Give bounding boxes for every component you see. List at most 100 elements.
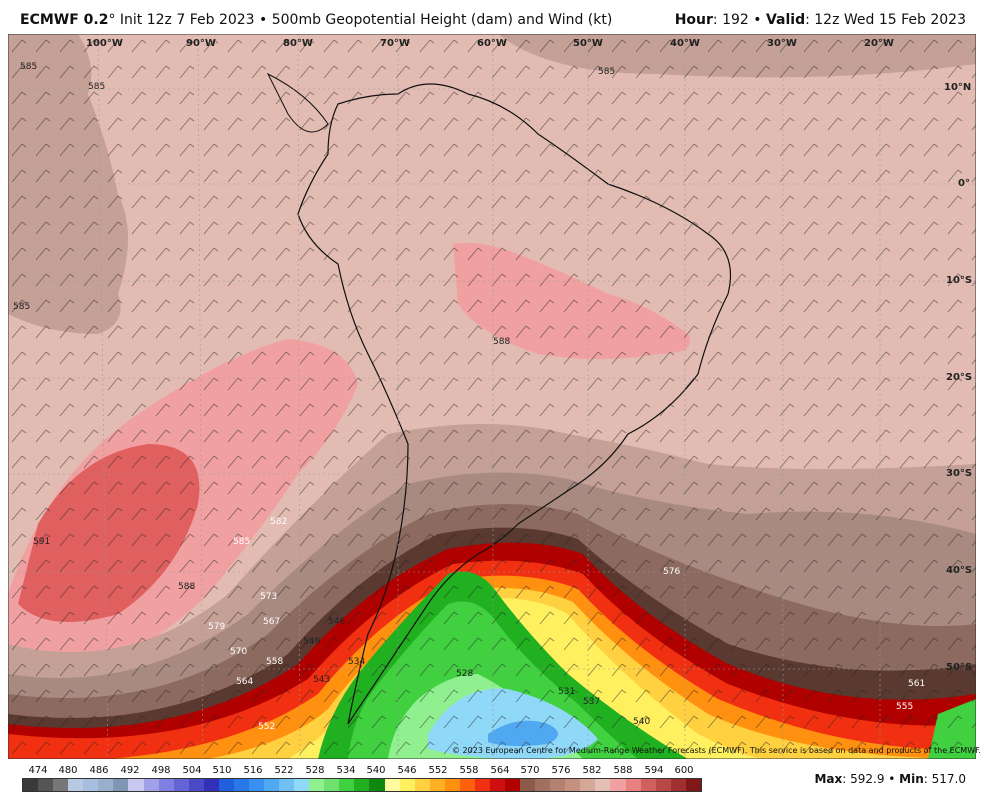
- colorbar-tick-label: 570: [520, 765, 540, 776]
- init-text: Init 12z 7 Feb 2023 • 500mb Geopotential…: [115, 12, 613, 28]
- contour-label: 573: [260, 592, 277, 602]
- contour-label: 585: [598, 67, 615, 77]
- colorbar-swatch: [414, 779, 430, 791]
- contour-label: 579: [208, 622, 225, 632]
- latitude-label: 30°S: [946, 468, 973, 479]
- colorbar-swatch: [474, 779, 490, 791]
- contour-label: 588: [493, 337, 510, 347]
- latitude-label: 0°: [958, 178, 970, 189]
- latitude-label: 20°S: [946, 372, 973, 383]
- valid-label: Valid: [765, 12, 806, 28]
- colorbar-swatch: [535, 779, 551, 791]
- longitude-label: 90°W: [186, 38, 216, 49]
- colorbar-swatch: [294, 779, 310, 791]
- latitude-label: 10°S: [946, 275, 973, 286]
- colorbar-swatch: [339, 779, 355, 791]
- colorbar-swatch: [324, 779, 340, 791]
- colorbar-swatch: [23, 779, 39, 791]
- copyright-notice: © 2023 European Centre for Medium-Range …: [452, 746, 981, 755]
- contour-label: 564: [236, 677, 253, 687]
- weather-map: 585 585 585 585 591 588 585 582 579 576 …: [8, 34, 976, 759]
- contour-label: 531: [558, 687, 575, 697]
- colorbar-swatch: [670, 779, 686, 791]
- colorbar-tick-label: 504: [182, 765, 202, 776]
- contour-label: 570: [230, 647, 247, 657]
- longitude-label: 70°W: [380, 38, 410, 49]
- colorbar-swatch: [429, 779, 445, 791]
- latitude-label: 50°S: [946, 662, 973, 673]
- longitude-label: 80°W: [283, 38, 313, 49]
- colorbar-swatch: [203, 779, 219, 791]
- contour-label: 546: [328, 617, 345, 627]
- colorbar-swatch: [580, 779, 596, 791]
- contour-label: 585: [233, 537, 250, 547]
- colorbar-tick-label: 558: [459, 765, 479, 776]
- colorbar-tick-label: 588: [613, 765, 633, 776]
- colorbar-swatch: [248, 779, 264, 791]
- contour-label: 534: [348, 657, 365, 667]
- colorbar-tick-label: 492: [120, 765, 140, 776]
- colorbar-swatch: [38, 779, 54, 791]
- contour-label: 585: [20, 62, 37, 72]
- colorbar-swatch: [444, 779, 460, 791]
- max-min-readout: Max: 592.9 • Min: 517.0: [814, 772, 966, 786]
- colorbar-swatch: [505, 779, 521, 791]
- contour-label: 582: [270, 517, 287, 527]
- contour-label: 537: [583, 697, 600, 707]
- contour-label: 561: [908, 679, 925, 689]
- colorbar-swatch: [309, 779, 325, 791]
- colorbar-swatch: [218, 779, 234, 791]
- contour-label: 543: [313, 675, 330, 685]
- longitude-label: 50°W: [573, 38, 603, 49]
- contour-label: 552: [258, 722, 275, 732]
- contour-label: 576: [663, 567, 680, 577]
- colorbar-tick-label: 552: [428, 765, 448, 776]
- colorbar-swatch: [128, 779, 144, 791]
- contour-label: 540: [633, 717, 650, 727]
- longitude-label: 60°W: [477, 38, 507, 49]
- min-value: : 517.0: [923, 772, 966, 786]
- colorbar-swatch: [489, 779, 505, 791]
- colorbar-swatch: [233, 779, 249, 791]
- colorbar-tick-label: 594: [644, 765, 664, 776]
- colorbar-swatch: [354, 779, 370, 791]
- colorbar-swatch: [399, 779, 415, 791]
- colorbar-swatch: [550, 779, 566, 791]
- colorbar-swatch: [158, 779, 174, 791]
- longitude-label: 30°W: [767, 38, 797, 49]
- colorbar-tick-label: 510: [212, 765, 232, 776]
- colorbar-swatch: [53, 779, 69, 791]
- colorbar-labels: 474 480 486 492 498 504 510 516 522 528 …: [22, 765, 702, 777]
- colorbar-tick-label: 564: [490, 765, 510, 776]
- valid-value: : 12z Wed 15 Feb 2023: [805, 12, 966, 28]
- colorbar-swatch: [610, 779, 626, 791]
- map-title: ECMWF 0.2° Init 12z 7 Feb 2023 • 500mb G…: [20, 12, 612, 28]
- colorbar-tick-label: 576: [551, 765, 571, 776]
- colorbar-swatch: [279, 779, 295, 791]
- colorbar-tick-label: 546: [397, 765, 417, 776]
- contour-label: 567: [263, 617, 280, 627]
- colorbar: [22, 778, 702, 792]
- colorbar-swatch: [459, 779, 475, 791]
- longitude-label: 20°W: [864, 38, 894, 49]
- colorbar-tick-label: 522: [274, 765, 294, 776]
- colorbar-tick-label: 528: [305, 765, 325, 776]
- colorbar-tick-label: 498: [151, 765, 171, 776]
- colorbar-swatch: [595, 779, 611, 791]
- colorbar-swatch: [625, 779, 641, 791]
- contour-label: 585: [88, 82, 105, 92]
- contour-label: 555: [896, 702, 913, 712]
- max-label: Max: [814, 772, 843, 786]
- colorbar-tick-label: 480: [58, 765, 78, 776]
- colorbar-swatch: [369, 779, 385, 791]
- colorbar-tick-label: 516: [243, 765, 263, 776]
- header-bar: ECMWF 0.2° Init 12z 7 Feb 2023 • 500mb G…: [0, 0, 984, 34]
- colorbar-swatch: [83, 779, 99, 791]
- colorbar-swatch: [188, 779, 204, 791]
- colorbar-swatch: [384, 779, 400, 791]
- colorbar-swatch: [520, 779, 536, 791]
- longitude-label: 40°W: [670, 38, 700, 49]
- colorbar-swatch: [640, 779, 656, 791]
- model-name: ECMWF 0.2: [20, 12, 109, 28]
- contour-label: 549: [303, 637, 320, 647]
